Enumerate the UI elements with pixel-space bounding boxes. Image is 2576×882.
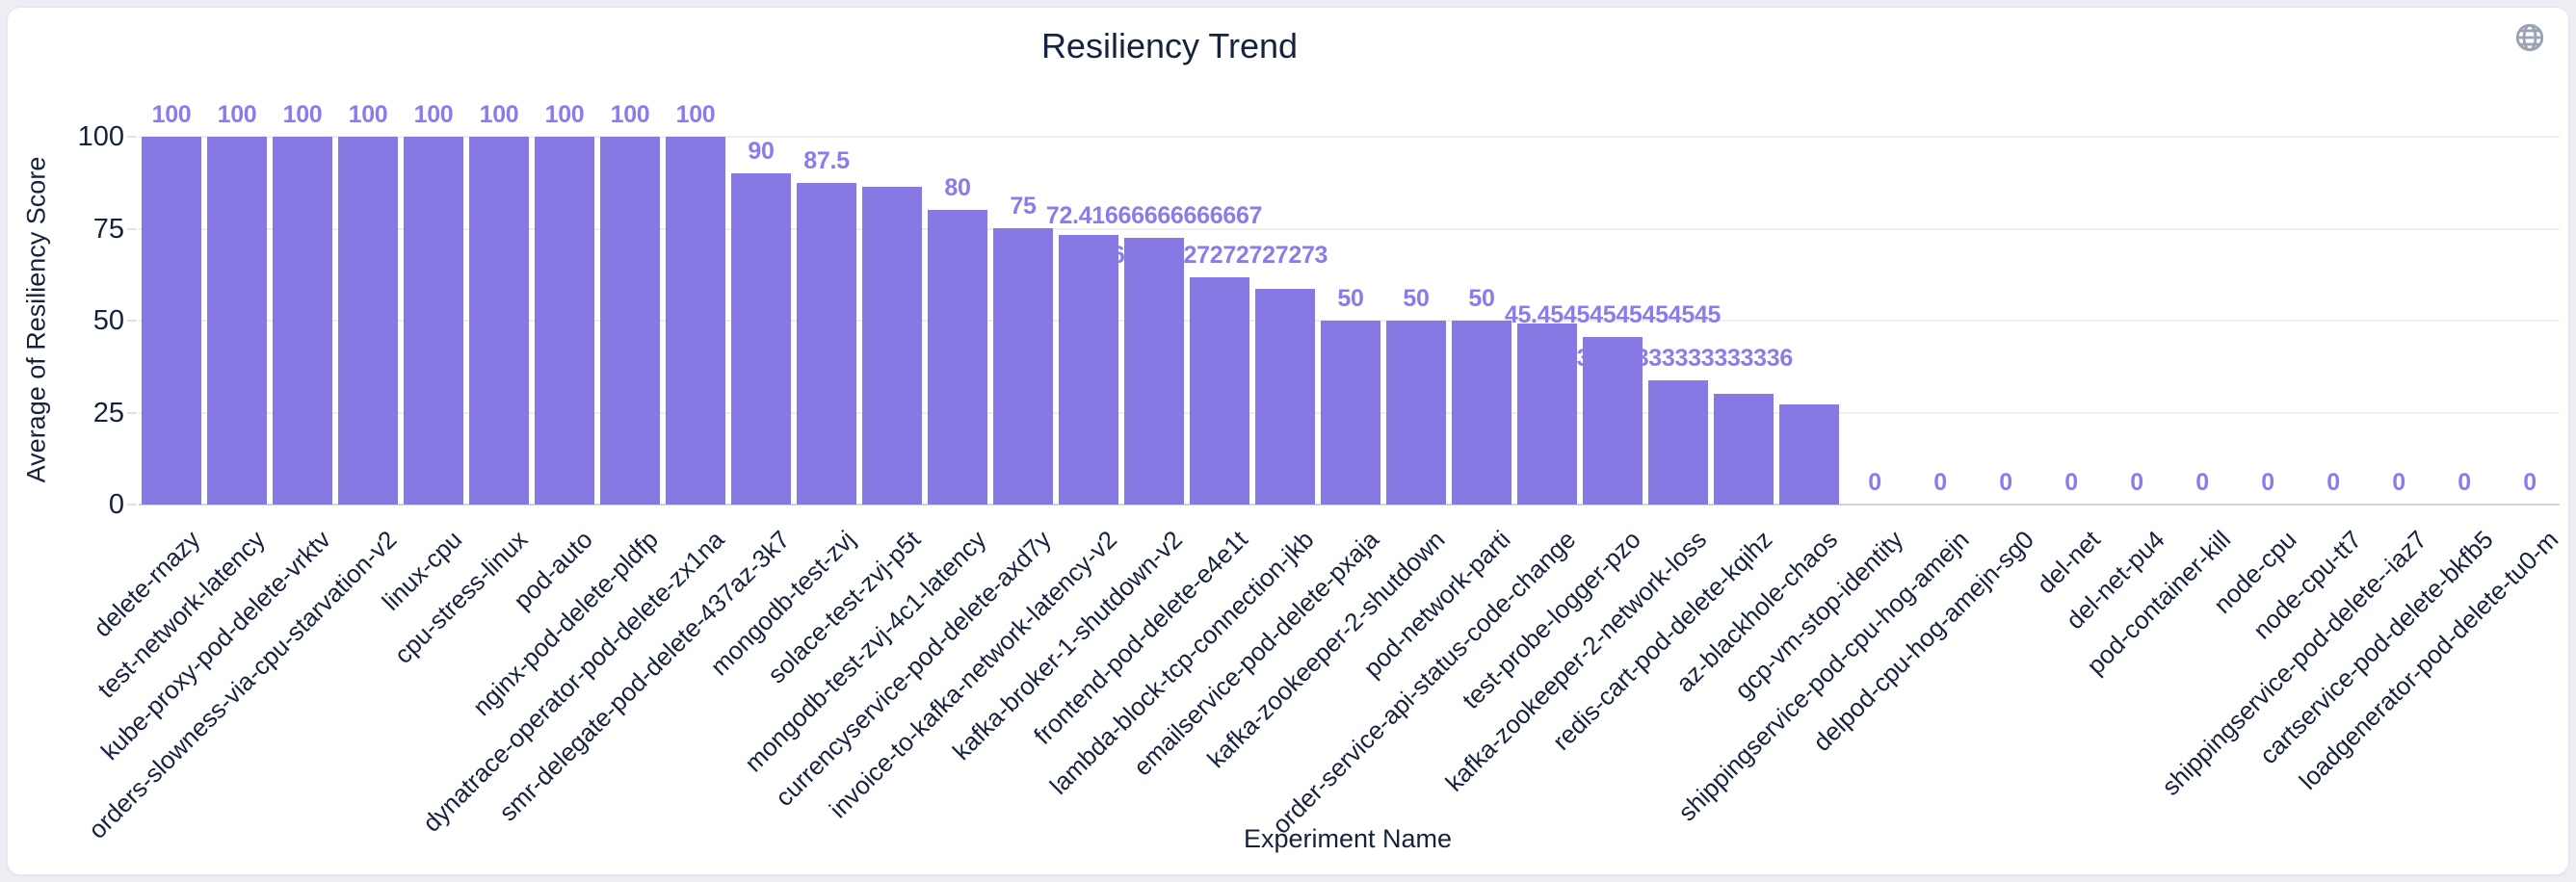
bar[interactable] [1452,321,1511,505]
y-tick-mark [127,228,137,230]
y-tick-label: 75 [92,214,124,245]
bar[interactable] [1124,238,1184,505]
bar[interactable] [469,137,529,505]
bar-value-label: 100 [348,101,388,128]
bar[interactable] [928,210,987,505]
y-tick-mark [127,320,137,322]
y-tick-mark [127,504,137,506]
chart-card: Resiliency Trend 0 25 50 75 100 100 delete-rna… [7,7,2569,875]
bar-value-label: 100 [151,101,192,128]
bar[interactable] [404,137,463,505]
bar[interactable] [207,137,267,505]
bar[interactable] [666,137,725,505]
bar-value-label: 50 [1337,285,1364,312]
bar-value-label: 80 [944,174,971,201]
bar-value-label: 100 [217,101,257,128]
bar[interactable] [1190,277,1249,505]
y-tick-mark [127,136,137,138]
bar-value-label: 90 [748,138,775,165]
bar[interactable] [797,183,856,505]
y-tick-label: 25 [92,398,124,428]
bar-value-label: 0 [2064,469,2078,496]
bar[interactable] [862,187,922,505]
bar[interactable] [1255,289,1315,505]
bar[interactable] [142,137,201,505]
bar-value-label: 0 [2392,469,2405,496]
bar-value-label: 100 [544,101,585,128]
bar[interactable] [1517,324,1577,505]
bar-value-label: 0 [1999,469,2012,496]
x-axis-line [139,504,2560,506]
bar-value-label: 0 [1933,469,1947,496]
bar-value-label: 50 [1403,285,1430,312]
bar[interactable] [600,137,660,505]
bar-value-label: 100 [675,101,716,128]
bar-value-label: 72.41666666666667 [1045,202,1263,229]
x-tick-label: dynatrace-operator-pod-delete-zx1na [416,525,730,838]
bar[interactable] [273,137,332,505]
bar[interactable] [993,228,1053,505]
bar-value-label: 0 [2326,469,2340,496]
bar[interactable] [1059,235,1118,505]
globe-icon[interactable] [2513,21,2546,54]
bar[interactable] [731,173,791,505]
bar-value-label: 0 [2195,469,2209,496]
bar-value-label: 100 [413,101,454,128]
bar[interactable] [1779,404,1839,505]
gridline [139,136,2560,138]
bar-value-label: 0 [2523,469,2537,496]
y-tick-mark [127,412,137,414]
bar-value-label: 0 [2458,469,2471,496]
bar-value-label: 100 [610,101,650,128]
chart-canvas[interactable]: Resiliency Trend 0 25 50 75 100 100 delete-rna… [8,8,2568,874]
y-tick-label: 0 [108,489,124,520]
y-tick-label: 50 [92,305,124,336]
bar-value-label: 0 [2261,469,2274,496]
bar[interactable] [1648,380,1708,505]
bar[interactable] [1386,321,1446,505]
bar-value-label: 45.45454545454545 [1504,301,1722,328]
bar[interactable] [1583,337,1643,505]
bar-value-label: 87.5 [803,147,850,174]
bar-value-label: 75 [1010,193,1037,220]
bar[interactable] [535,137,594,505]
bar[interactable] [1714,394,1774,505]
y-tick-label: 100 [77,121,124,152]
bar-value-label: 0 [2130,469,2143,496]
bar-value-label: 50 [1468,285,1495,312]
bar[interactable] [338,137,398,505]
x-axis-title: Experiment Name [1243,824,1453,853]
bar-value-label: 100 [282,101,323,128]
y-axis-title: Average of Resiliency Score [21,156,51,483]
bar[interactable] [1321,321,1380,505]
bar-value-label: 0 [1868,469,1881,496]
chart-title: Resiliency Trend [1040,26,1299,65]
gridline [139,228,2560,230]
bar-value-label: 100 [479,101,519,128]
